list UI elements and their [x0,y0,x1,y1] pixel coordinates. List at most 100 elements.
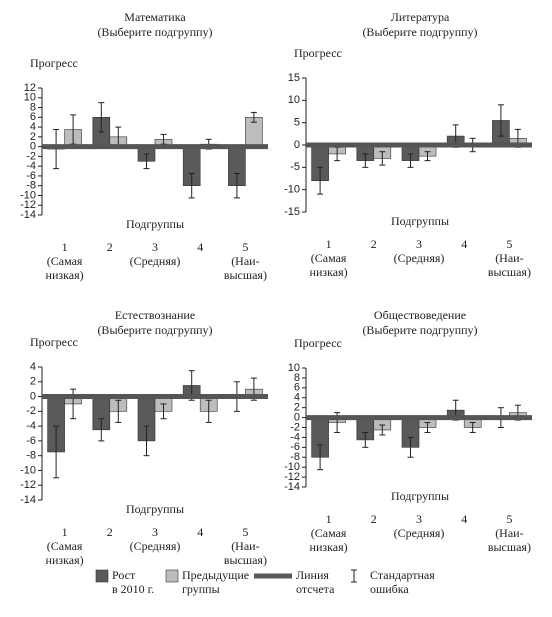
x-tick-label: 4 [461,512,468,526]
error-bar [379,424,386,436]
error-bar [362,431,369,448]
error-bar [115,399,122,423]
x-tick-label: 1 (Самая низкая) [309,512,348,554]
y-tick-label: -12 [284,471,300,483]
y-tick-label: 2 [30,376,36,388]
y-tick-label: 4 [30,361,36,373]
error-bar [160,403,167,420]
y-tick-label: -8 [26,180,36,192]
error-bar [469,422,476,433]
y-tick-label: -6 [26,435,36,447]
error-bar [379,151,386,166]
error-bar [497,104,504,137]
x-tick-label: 1 (Самая низкая) [45,240,84,282]
x-tick-label: 2 [106,240,113,254]
x-tick-label: 4 [197,240,204,254]
x-tick-label: 5 (Наи- высшая) [223,525,267,567]
x-axis-label: Подгруппы [125,217,185,231]
chart-subtitle: (Выберите подгруппу) [97,323,213,337]
x-tick-label: 3 (Средняя) [393,512,445,540]
error-bar [205,399,212,423]
legend-swatch [95,569,109,583]
chart-subtitle: (Выберите подгруппу) [362,323,478,337]
y-tick-label: -14 [20,209,36,221]
y-tick-label: -2 [26,405,36,417]
error-bar [143,153,150,170]
legend-label: Рост в 2010 г. [112,568,155,596]
legend-label: Стандартная ошибка [370,568,435,596]
y-tick-label: -10 [284,184,300,196]
error-bar [250,111,257,123]
y-tick-label: -8 [26,450,36,462]
error-bar [362,153,369,168]
y-tick-label: -14 [20,494,36,506]
legend-label: Линия отсчета [296,568,335,596]
x-tick-label: 1 (Самая низкая) [309,237,348,279]
y-axis-label: Прогресс [30,56,78,70]
x-tick-label: 3 (Средняя) [393,237,445,265]
y-tick-label: 4 [294,392,300,404]
y-tick-label: -12 [20,479,36,491]
y-tick-label: 5 [294,117,300,129]
y-tick-label: 6 [294,382,300,394]
chart-title: Математика [124,10,186,24]
y-tick-label: -2 [290,421,300,433]
y-tick-label: 10 [24,92,36,104]
y-axis-label: Прогресс [294,336,342,350]
y-tick-label: -4 [26,160,36,172]
y-tick-label: 10 [288,94,300,106]
y-tick-label: -10 [284,461,300,473]
y-tick-label: -15 [284,206,300,218]
error-bar [424,422,431,433]
x-tick-label: 2 [370,512,377,526]
y-tick-label: -6 [26,170,36,182]
error-bar [53,425,60,479]
y-tick-label: 2 [30,131,36,143]
x-tick-label: 4 [197,525,204,539]
y-tick-label: 4 [30,121,36,133]
x-axis-label: Подгруппы [390,489,450,503]
chart-title: Обществоведение [373,308,467,322]
y-tick-label: -2 [26,150,36,162]
y-tick-label: 15 [288,72,300,84]
x-tick-label: 5 (Наи- высшая) [487,512,531,554]
x-tick-label: 5 (Наи- высшая) [487,237,531,279]
y-tick-label: -5 [290,161,300,173]
y-tick-label: -12 [20,199,36,211]
x-tick-label: 2 [370,237,377,251]
error-bar [407,153,414,168]
y-tick-label: 6 [30,111,36,123]
y-tick-label: 8 [294,372,300,384]
y-tick-label: -10 [20,189,36,201]
x-tick-label: 1 (Самая низкая) [45,525,84,567]
x-tick-label: 3 (Средняя) [129,240,181,268]
x-tick-label: 5 (Наи- высшая) [223,240,267,282]
y-tick-label: 12 [24,82,36,94]
y-tick-label: 0 [30,141,36,153]
y-tick-label: -10 [20,464,36,476]
error-bar [317,444,324,471]
chart-subtitle: (Выберите подгруппу) [362,25,478,39]
y-tick-label: -4 [26,420,36,432]
chart-title: Литература [390,10,450,24]
error-bar [233,172,240,199]
y-tick-label: 0 [30,390,36,402]
x-tick-label: 4 [461,237,468,251]
y-tick-label: 0 [294,411,300,423]
x-tick-label: 3 (Средняя) [129,525,181,553]
y-axis-label: Прогресс [294,46,342,60]
legend-swatch [165,569,179,583]
x-axis-label: Подгруппы [390,214,450,228]
error-bar [407,436,414,458]
error-bar [424,151,431,162]
error-bar [98,102,105,133]
x-axis-label: Подгруппы [125,502,185,516]
error-bar [188,172,195,199]
y-tick-label: -4 [290,431,300,443]
error-bar [317,166,324,195]
y-tick-label: 8 [30,101,36,113]
x-tick-label: 2 [106,525,113,539]
y-axis-label: Прогресс [30,335,78,349]
y-tick-label: 2 [294,402,300,414]
